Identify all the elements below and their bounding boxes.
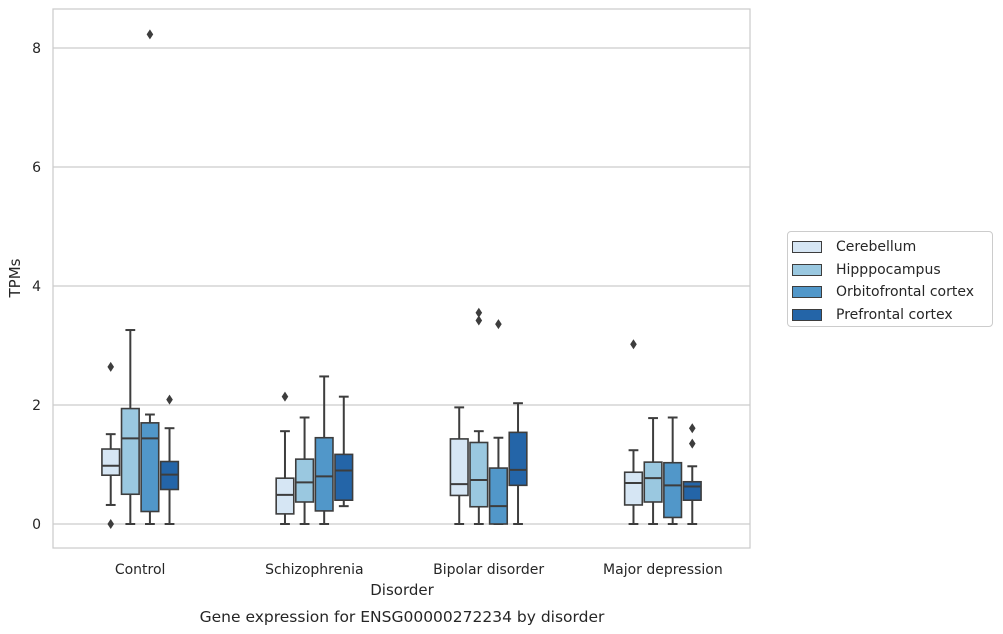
legend-item: Cerebellum [792, 236, 992, 259]
y-tick-label: 2 [32, 398, 41, 414]
x-axis-ticks: Control Schizophrenia Bipolar disorder Majo… [115, 562, 723, 578]
legend-label: Orbitofrontal cortex [836, 284, 974, 301]
x-axis-label: Disorder [370, 581, 434, 599]
box-group [449, 406, 469, 525]
box [101, 448, 121, 477]
legend-swatch [792, 241, 822, 254]
box [275, 477, 295, 515]
x-tick-label: Bipolar disorder [433, 562, 544, 578]
box [314, 436, 334, 512]
box-group [334, 395, 354, 508]
box [449, 438, 469, 497]
box [663, 461, 683, 519]
legend-swatch [792, 263, 822, 276]
chart-title: Gene expression for ENSG00000272234 by d… [200, 608, 605, 626]
outlier-point [688, 438, 696, 449]
y-axis-ticks: 0 2 4 6 8 [32, 41, 41, 533]
outlier-point [107, 519, 115, 529]
box [488, 467, 509, 525]
box [623, 471, 644, 506]
x-tick-label: Control [115, 562, 166, 578]
box [334, 453, 354, 502]
box [140, 422, 160, 513]
legend-item: Hipppocampus [792, 259, 992, 282]
box-group [140, 29, 160, 525]
box-group [101, 361, 121, 529]
legend-item: Orbitofrontal cortex [792, 281, 992, 304]
box-group [488, 319, 509, 525]
y-tick-label: 8 [32, 41, 41, 57]
box-plot-series [101, 29, 702, 529]
box [643, 461, 663, 503]
legend: Cerebellum Hipppocampus Orbitofrontal cort… [787, 231, 993, 327]
box-group [469, 307, 489, 525]
box-group [275, 391, 295, 525]
y-tick-label: 0 [32, 517, 41, 533]
legend-item: Prefrontal cortex [792, 304, 992, 327]
box-group [159, 394, 180, 525]
outlier-point [495, 319, 502, 330]
outlier-point [688, 423, 696, 434]
box-group [120, 329, 140, 525]
box [469, 441, 489, 508]
box [120, 407, 140, 496]
box-group [643, 417, 663, 525]
plot-frame [52, 8, 751, 549]
box [508, 431, 528, 487]
box-group [314, 375, 334, 525]
legend-label: Hipppocampus [836, 261, 941, 278]
outlier-point [630, 339, 637, 350]
box-group [508, 402, 528, 525]
outlier-point [166, 394, 173, 405]
x-tick-label: Major depression [603, 562, 723, 578]
box-group [682, 423, 702, 525]
box-group [623, 339, 644, 525]
outlier-point [107, 361, 115, 372]
outlier-point [146, 29, 154, 40]
box-group [294, 416, 315, 525]
legend-swatch [792, 286, 822, 299]
outlier-point [475, 307, 483, 318]
legend-swatch [792, 308, 822, 321]
outlier-point [475, 315, 483, 326]
y-axis-label: TPMs [6, 258, 24, 298]
y-tick-label: 6 [32, 160, 41, 176]
box [294, 458, 315, 503]
y-tick-label: 4 [32, 279, 41, 295]
box [682, 480, 702, 502]
legend-label: Prefrontal cortex [836, 306, 953, 323]
box-group [663, 416, 683, 525]
x-tick-label: Schizophrenia [265, 562, 363, 578]
outlier-point [281, 391, 289, 402]
legend-label: Cerebellum [836, 239, 917, 256]
